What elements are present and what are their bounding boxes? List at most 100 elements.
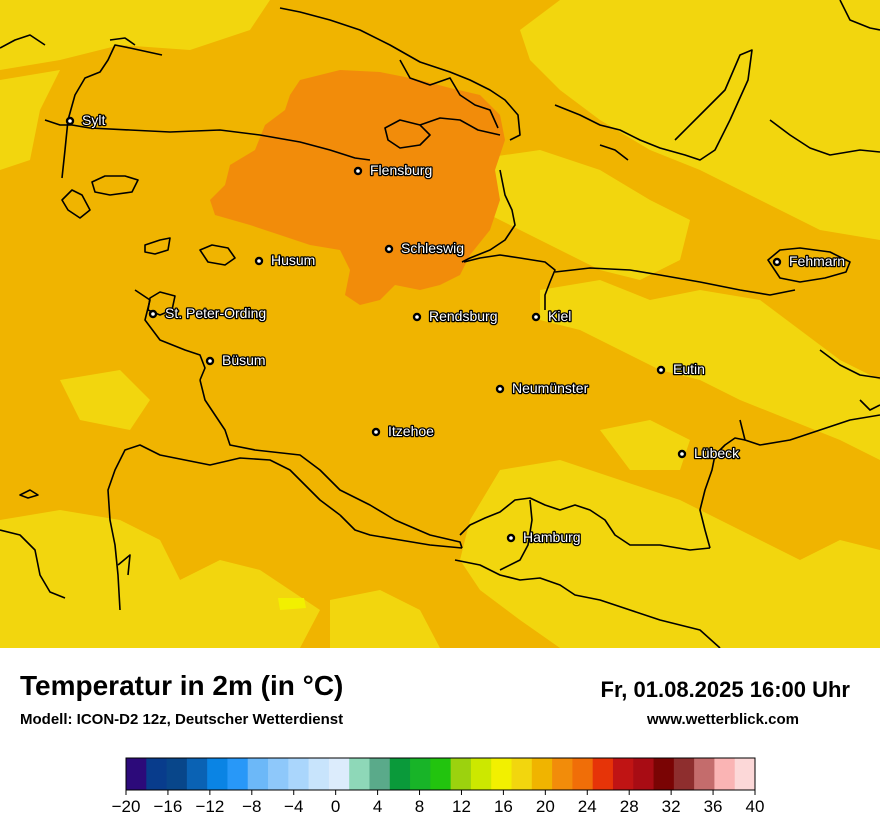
- city-label: Sylt: [82, 112, 105, 128]
- scale-swatch: [531, 758, 553, 790]
- forecast-datetime: Fr, 01.08.2025 16:00 Uhr: [600, 677, 851, 702]
- scale-swatch: [470, 758, 492, 790]
- scale-swatch: [511, 758, 533, 790]
- scale-swatch: [552, 758, 573, 790]
- model-source: Modell: ICON-D2 12z, Deutscher Wetterdie…: [20, 711, 344, 728]
- city-label: Schleswig: [401, 240, 464, 256]
- scale-tick-label: 16: [494, 797, 513, 816]
- scale-swatch: [328, 758, 350, 790]
- scale-tick-label: 4: [373, 797, 382, 816]
- city-dot: [254, 256, 264, 266]
- city-dot: [65, 116, 75, 126]
- city-marker: Rendsburg: [412, 307, 499, 325]
- scale-swatch: [288, 758, 310, 790]
- city-marker: Husum: [254, 251, 317, 269]
- city-dot: [506, 533, 516, 543]
- scale-swatch: [389, 758, 411, 790]
- scale-tick-label: 12: [452, 797, 471, 816]
- coolest-patch: [278, 598, 306, 610]
- footer: Temperatur in 2m (in °C) Modell: ICON-D2…: [0, 648, 880, 830]
- city-marker: Kiel: [531, 307, 573, 325]
- city-label: Eutin: [673, 361, 705, 377]
- city-marker: Hamburg: [506, 528, 582, 546]
- city-dot: [531, 312, 541, 322]
- scale-swatch: [207, 758, 228, 790]
- scale-swatch: [166, 758, 188, 790]
- city-label: Itzehoe: [388, 423, 434, 439]
- scale-border: [125, 757, 756, 791]
- scale-swatch: [612, 758, 634, 790]
- city-label: Neumünster: [512, 380, 589, 396]
- scale-tick-label: 8: [415, 797, 424, 816]
- scale-tick-label: −12: [195, 797, 224, 816]
- scale-swatch: [653, 758, 675, 790]
- scale-tick-label: −4: [284, 797, 303, 816]
- scale-swatch: [572, 758, 594, 790]
- scale-tick-label: −8: [242, 797, 261, 816]
- city-label: Husum: [271, 252, 315, 268]
- city-marker: Flensburg: [353, 161, 434, 179]
- city-marker: St. Peter-Ording: [148, 304, 267, 322]
- city-marker: Neumünster: [495, 379, 590, 397]
- scale-swatch: [592, 758, 614, 790]
- city-label: St. Peter-Ording: [165, 305, 266, 321]
- city-dot: [495, 384, 505, 394]
- scale-swatch: [430, 758, 452, 790]
- city-marker: Schleswig: [384, 239, 465, 257]
- scale-tick-label: 28: [620, 797, 639, 816]
- city-label: Lübeck: [694, 445, 740, 461]
- city-dot: [353, 166, 363, 176]
- city-dot: [148, 309, 158, 319]
- city-label: Flensburg: [370, 162, 432, 178]
- scale-swatch: [186, 758, 208, 790]
- city-label: Büsum: [222, 352, 266, 368]
- scale-swatch: [633, 758, 655, 790]
- city-marker: Fehmarn: [772, 252, 846, 270]
- scale-swatch: [714, 758, 736, 790]
- scale-swatch: [126, 758, 147, 790]
- scale-swatch: [734, 758, 756, 790]
- city-dot: [205, 356, 215, 366]
- city-marker: Eutin: [656, 360, 706, 378]
- scale-tick-label: 40: [746, 797, 765, 816]
- scale-swatch: [349, 758, 370, 790]
- scale-swatch: [247, 758, 269, 790]
- scale-tick-label: 24: [578, 797, 597, 816]
- scale-tick-label: −16: [154, 797, 183, 816]
- city-marker: Itzehoe: [371, 422, 435, 440]
- scale-tick-label: 36: [704, 797, 723, 816]
- city-dot: [677, 449, 687, 459]
- city-dot: [656, 365, 666, 375]
- city-label: Fehmarn: [789, 253, 845, 269]
- color-scale: −20 −16 −12 −8 −4 0 4 8 12 16 20 24 28 32 36 40: [112, 757, 765, 816]
- city-marker: Lübeck: [677, 444, 741, 462]
- coastlines: [0, 0, 880, 648]
- scale-swatch: [410, 758, 431, 790]
- city-dot: [412, 312, 422, 322]
- cool-patches: [0, 0, 880, 648]
- temperature-map: Sylt Flensburg Schleswig Husum Fehmarn St. Pe…: [0, 0, 880, 648]
- website-link[interactable]: www.wetterblick.com: [647, 711, 799, 728]
- city-markers: Sylt Flensburg Schleswig Husum Fehmarn St. Pe…: [65, 111, 846, 546]
- scale-swatch: [146, 758, 168, 790]
- scale-swatch: [268, 758, 289, 790]
- scale-swatch: [673, 758, 695, 790]
- city-marker: Büsum: [205, 351, 267, 369]
- scale-swatch: [369, 758, 391, 790]
- city-dot: [384, 244, 394, 254]
- scale-tick-label: 20: [536, 797, 555, 816]
- scale-swatch: [694, 758, 715, 790]
- city-marker: Sylt: [65, 111, 107, 129]
- map-title: Temperatur in 2m (in °C): [20, 670, 344, 701]
- city-label: Kiel: [548, 308, 571, 324]
- city-dot: [371, 427, 381, 437]
- scale-swatch: [450, 758, 472, 790]
- warm-patch: [210, 70, 505, 305]
- city-label: Rendsburg: [429, 308, 498, 324]
- city-label: Hamburg: [523, 529, 581, 545]
- city-dot: [772, 257, 782, 267]
- scale-tick-label: −20: [112, 797, 141, 816]
- scale-swatch: [227, 758, 249, 790]
- scale-tick-label: 0: [331, 797, 340, 816]
- scale-swatch: [491, 758, 513, 790]
